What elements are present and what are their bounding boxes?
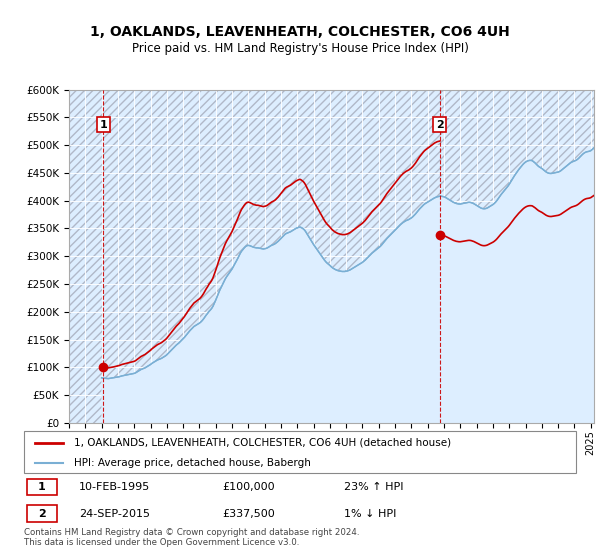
Text: 1, OAKLANDS, LEAVENHEATH, COLCHESTER, CO6 4UH (detached house): 1, OAKLANDS, LEAVENHEATH, COLCHESTER, CO… <box>74 437 451 447</box>
Text: 10-FEB-1995: 10-FEB-1995 <box>79 482 151 492</box>
Text: £100,000: £100,000 <box>223 482 275 492</box>
Text: £337,500: £337,500 <box>223 508 275 519</box>
Text: 1: 1 <box>100 120 107 129</box>
Bar <box>27 479 57 495</box>
Text: 23% ↑ HPI: 23% ↑ HPI <box>344 482 404 492</box>
Text: 1% ↓ HPI: 1% ↓ HPI <box>344 508 397 519</box>
Text: 2: 2 <box>38 508 46 519</box>
Bar <box>27 506 57 521</box>
Text: Price paid vs. HM Land Registry's House Price Index (HPI): Price paid vs. HM Land Registry's House … <box>131 42 469 55</box>
Text: 2: 2 <box>436 120 443 129</box>
Text: 1, OAKLANDS, LEAVENHEATH, COLCHESTER, CO6 4UH: 1, OAKLANDS, LEAVENHEATH, COLCHESTER, CO… <box>90 25 510 39</box>
Text: 1: 1 <box>38 482 46 492</box>
Text: 24-SEP-2015: 24-SEP-2015 <box>79 508 150 519</box>
Text: Contains HM Land Registry data © Crown copyright and database right 2024.
This d: Contains HM Land Registry data © Crown c… <box>24 528 359 547</box>
Text: HPI: Average price, detached house, Babergh: HPI: Average price, detached house, Babe… <box>74 458 311 468</box>
